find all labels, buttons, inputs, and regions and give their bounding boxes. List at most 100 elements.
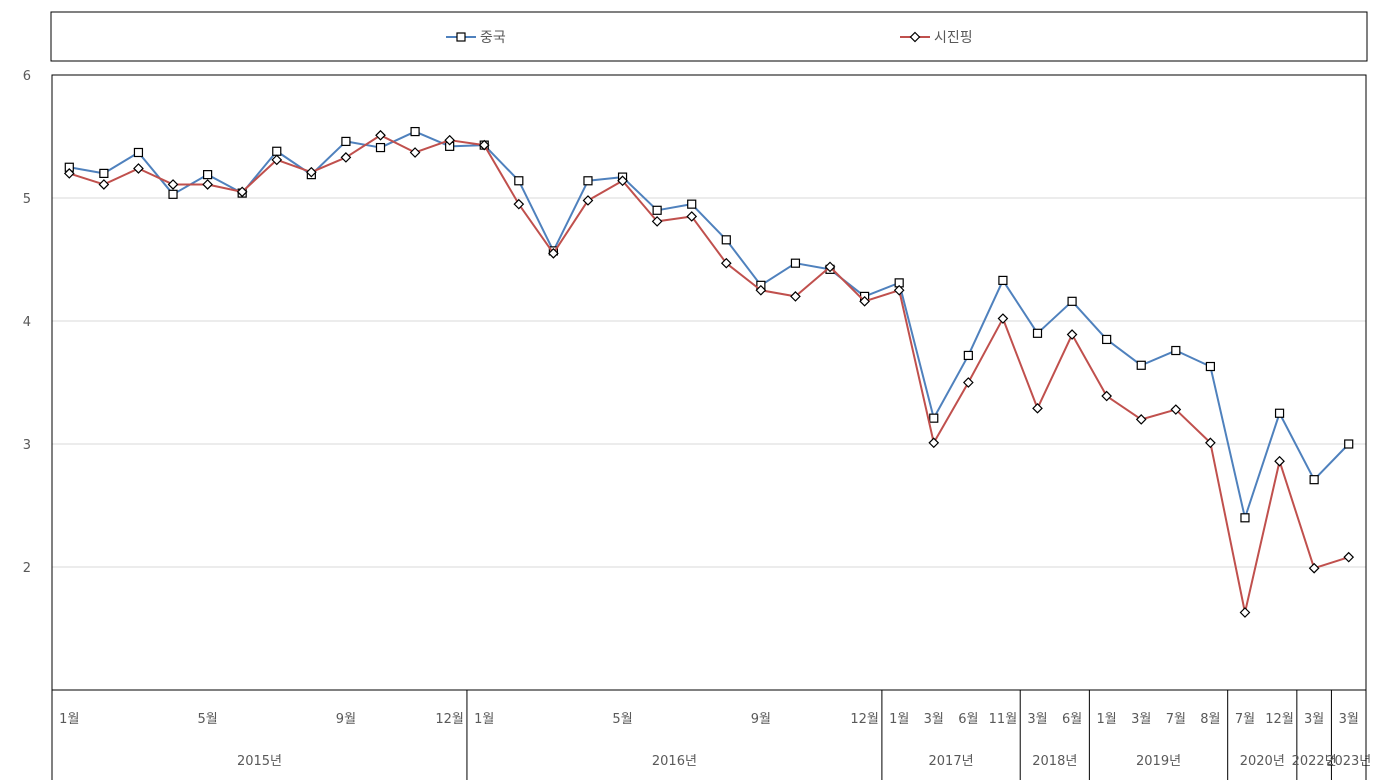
x-tick-label: 5월 (612, 712, 632, 727)
data-point (1101, 390, 1113, 402)
x-tick-label: 1월 (1097, 712, 1117, 727)
data-point (1343, 551, 1355, 563)
data-point (341, 136, 351, 147)
legend: 중국 시진핑 (50, 11, 1368, 62)
data-point (687, 199, 697, 209)
data-point (409, 147, 421, 158)
data-point (997, 313, 1009, 324)
data-point (1170, 404, 1182, 415)
data-point (790, 258, 801, 268)
data-point (582, 195, 594, 206)
series-line (68, 134, 1350, 614)
x-group-label: 2022년 (1292, 754, 1337, 769)
y-axis: 2 3 4 5 6 (23, 69, 31, 576)
x-tick-label: 9월 (336, 712, 356, 727)
data-point (928, 437, 940, 449)
data-point (962, 377, 974, 388)
gridlines (52, 197, 1366, 568)
data-point (1274, 455, 1285, 467)
data-point (133, 163, 144, 174)
data-point (99, 168, 109, 178)
data-point (202, 179, 213, 190)
y-tick-label: 5 (23, 192, 31, 207)
data-point (1308, 562, 1320, 574)
y-tick-label: 4 (23, 315, 31, 330)
data-point (1067, 296, 1077, 306)
x-tick-label: 3월 (1027, 712, 1047, 727)
data-point (167, 179, 179, 190)
data-point (1032, 402, 1043, 414)
data-point (583, 176, 593, 186)
data-point (63, 168, 75, 179)
data-point (824, 261, 836, 273)
data-point (98, 179, 110, 190)
data-point (1344, 439, 1354, 449)
data-point (1102, 334, 1112, 345)
data-point (271, 154, 283, 166)
x-tick-label: 3월 (1339, 712, 1359, 727)
x-tick-label: 6월 (958, 712, 978, 727)
x-axis: 1월 5월 9월 12월 1월 5월 9월 12월 1월 3월 6월 11월 3월 6월 1월 3월 7월 8월 7… (51, 690, 1371, 780)
x-tick-label: 7월 (1166, 712, 1186, 727)
x-tick-label: 9월 (751, 712, 771, 727)
data-point (375, 142, 386, 153)
series-line (69, 130, 1350, 519)
data-point (513, 198, 525, 210)
y-tick-label: 2 (23, 561, 31, 576)
data-point (893, 284, 905, 296)
y-tick-label: 3 (23, 438, 31, 453)
x-tick-label: 1월 (889, 712, 909, 727)
data-point (652, 205, 662, 215)
data-point (1274, 408, 1285, 418)
series-2 (63, 129, 1355, 618)
x-tick-label: 7월 (1235, 712, 1255, 727)
x-tick-label: 5월 (197, 712, 217, 727)
data-point (1205, 437, 1216, 449)
data-point (168, 189, 178, 199)
data-point (514, 176, 524, 186)
x-tick-label: 11월 (989, 712, 1018, 727)
data-point (478, 139, 490, 151)
y-tick-label: 6 (23, 69, 31, 84)
data-point (963, 350, 973, 361)
x-tick-label: 12월 (435, 712, 464, 727)
data-point (305, 166, 317, 178)
x-tick-label: 12월 (850, 712, 879, 727)
data-point (444, 134, 456, 146)
x-tick-label: 3월 (1131, 712, 1151, 727)
x-group-label: 2016년 (652, 754, 697, 769)
x-group-label: 2019년 (1136, 754, 1181, 769)
x-tick-label: 3월 (924, 712, 944, 727)
plot-area-border (51, 74, 1367, 691)
x-tick-label: 6월 (1062, 712, 1082, 727)
data-point (1066, 329, 1078, 340)
data-point (998, 275, 1008, 286)
data-point (617, 175, 628, 187)
x-group-label: 2023년 (1326, 754, 1371, 769)
data-point (686, 211, 698, 222)
x-tick-label: 1월 (59, 712, 79, 727)
data-point (1309, 475, 1319, 485)
data-point (1239, 607, 1251, 618)
x-group-label: 2015년 (237, 754, 282, 769)
data-point (133, 147, 144, 158)
data-point (651, 216, 663, 227)
data-point (1240, 513, 1250, 523)
data-point (272, 146, 282, 156)
x-tick-label: 3월 (1304, 712, 1324, 727)
series-layer (63, 126, 1355, 618)
legend-marker (456, 32, 466, 42)
data-point (790, 291, 801, 302)
data-point (1171, 345, 1181, 356)
data-point (340, 152, 352, 163)
x-group-label: 2017년 (929, 754, 974, 769)
data-point (375, 129, 386, 141)
x-tick-label: 1월 (474, 712, 494, 727)
data-point (203, 170, 213, 180)
x-group-label: 2018년 (1032, 754, 1077, 769)
x-tick-label: 12월 (1265, 712, 1294, 727)
data-point (721, 235, 731, 245)
data-point (548, 248, 559, 259)
